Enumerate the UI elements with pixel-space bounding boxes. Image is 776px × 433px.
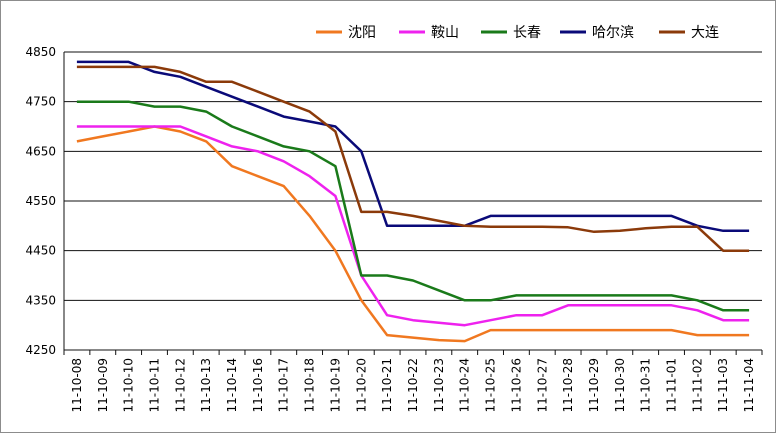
x-tick-label: 11-10-26 xyxy=(509,358,523,412)
legend-label: 沈阳 xyxy=(348,25,376,41)
legend-label: 长春 xyxy=(513,25,541,41)
y-tick-label: 4650 xyxy=(25,144,56,158)
x-tick-label: 11-10-17 xyxy=(277,358,291,412)
x-tick-label: 11-10-13 xyxy=(199,358,213,412)
series-line xyxy=(76,125,750,343)
x-tick-label: 11-10-27 xyxy=(535,358,549,412)
series-line xyxy=(76,60,750,233)
legend-label: 哈尔滨 xyxy=(592,25,634,41)
x-tick-label: 11-10-09 xyxy=(96,358,110,412)
gridlines xyxy=(64,51,762,301)
y-tick-label: 4450 xyxy=(25,244,56,258)
series-lines xyxy=(76,60,750,343)
series-line xyxy=(76,100,750,312)
series-line xyxy=(76,125,750,327)
legend-label: 鞍山 xyxy=(431,25,459,41)
x-tick-label: 11-11-03 xyxy=(716,358,730,412)
x-tick-label: 11-11-01 xyxy=(665,358,679,412)
x-tick-label: 11-10-08 xyxy=(70,358,84,412)
x-tick-label: 11-10-19 xyxy=(328,358,342,412)
x-tick-label: 11-10-10 xyxy=(122,358,136,412)
x-tick-label: 11-10-11 xyxy=(147,358,161,412)
series-line xyxy=(76,65,750,252)
y-tick-label: 4550 xyxy=(25,194,56,208)
y-tick-label: 4350 xyxy=(25,293,56,307)
x-tick-label: 11-10-29 xyxy=(587,358,601,412)
x-tick-label: 11-11-02 xyxy=(690,358,704,412)
x-tick-labels: 11-10-08 11-10-09 11-10-10 11-10-11 11-10-12… xyxy=(70,358,756,412)
x-tick-label: 11-10-20 xyxy=(354,358,368,412)
legend: 沈阳 鞍山 长春 哈尔滨 大连 xyxy=(316,25,719,41)
x-tick-label: 11-10-30 xyxy=(613,358,627,412)
y-tick-labels: 4250 4350 4450 4550 4650 4750 4850 xyxy=(25,45,56,357)
x-tick-label: 11-10-21 xyxy=(380,358,394,412)
axes xyxy=(63,52,763,355)
x-tick-label: 11-10-28 xyxy=(561,358,575,412)
legend-label: 大连 xyxy=(691,25,719,41)
x-tick-label: 11-11-04 xyxy=(742,358,756,412)
x-tick-label: 11-10-22 xyxy=(406,358,420,412)
y-tick-label: 4850 xyxy=(25,45,56,59)
x-tick-label: 11-10-16 xyxy=(251,358,265,412)
x-tick-label: 11-10-18 xyxy=(303,358,317,412)
y-tick-label: 4750 xyxy=(25,95,56,109)
x-tick-label: 11-10-23 xyxy=(432,358,446,412)
x-tick-label: 11-10-31 xyxy=(639,358,653,412)
y-tick-label: 4250 xyxy=(25,343,56,357)
x-tick-label: 11-10-14 xyxy=(225,358,239,412)
x-tick-label: 11-10-24 xyxy=(458,358,472,412)
x-tick-label: 11-10-25 xyxy=(484,358,498,412)
x-tick-label: 11-10-12 xyxy=(173,358,187,412)
